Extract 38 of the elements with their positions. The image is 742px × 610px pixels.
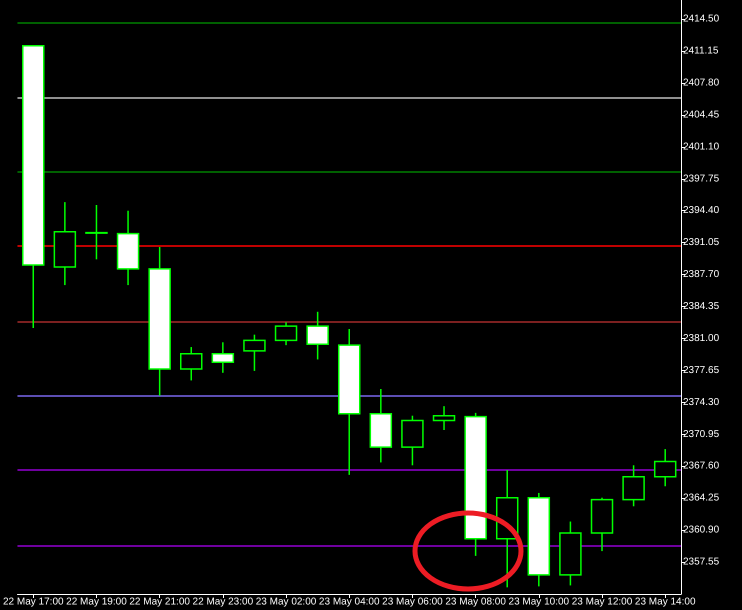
y-tick-label: 2367.60 [683, 460, 720, 472]
y-tick-label: 2411.15 [683, 46, 719, 57]
y-tick-label: 2397.75 [683, 173, 720, 184]
x-tick-label: 23 May 14:00 [634, 596, 696, 608]
y-tick-label: 2394.40 [683, 205, 720, 216]
y-tick-label: 2357.55 [683, 556, 720, 568]
y-tick-label: 2391.05 [683, 237, 720, 248]
y-tick-label: 2407.80 [683, 77, 720, 88]
x-tick-label: 23 May 08:00 [445, 596, 506, 608]
x-tick-label: 23 May 06:00 [382, 596, 444, 608]
x-tick-label: 22 May 21:00 [129, 596, 190, 608]
candlestick [243, 334, 266, 372]
x-tick-label: 23 May 04:00 [318, 596, 380, 608]
x-tick-label: 22 May 17:00 [2, 596, 64, 608]
y-tick-label: 2374.30 [683, 396, 720, 408]
y-tick-label: 2401.10 [683, 141, 720, 152]
candlestick [274, 322, 298, 346]
candlestick [212, 342, 234, 374]
x-tick-label: 22 May 23:00 [192, 596, 254, 608]
x-tick-label: 23 May 10:00 [508, 596, 570, 608]
y-tick-label: 2381.00 [683, 332, 720, 344]
y-tick-label: 2414.50 [683, 14, 720, 25]
x-tick-label: 23 May 12:00 [572, 596, 633, 608]
candlestick [622, 464, 645, 508]
y-tick-label: 2364.25 [683, 492, 720, 504]
y-tick-label: 2384.35 [683, 301, 720, 312]
candlestick [85, 204, 108, 260]
y-tick-label: 2377.65 [683, 364, 720, 376]
candlestick [654, 448, 676, 488]
candlestick [180, 346, 202, 382]
x-tick-label: 22 May 19:00 [66, 596, 128, 608]
x-tick-label: 23 May 02:00 [256, 596, 317, 608]
y-tick-label: 2370.95 [683, 428, 720, 440]
y-tick-label: 2387.70 [683, 269, 720, 280]
candlestick [432, 405, 456, 431]
candlestick [306, 311, 329, 360]
y-tick-label: 2404.45 [683, 109, 720, 120]
y-tick-label: 2360.90 [683, 524, 720, 536]
